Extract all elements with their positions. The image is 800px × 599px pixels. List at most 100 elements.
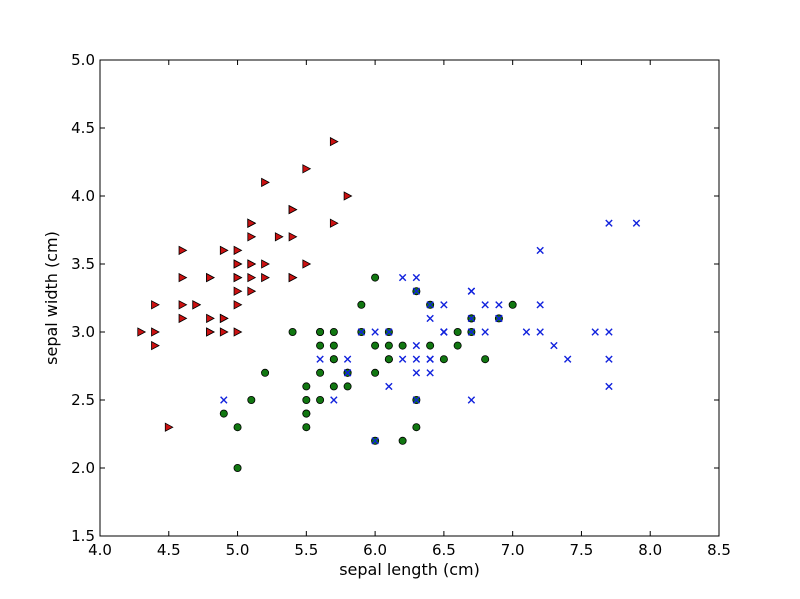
x-tick-label: 7.0 xyxy=(501,541,525,559)
data-point-triangle xyxy=(233,245,243,256)
data-point-triangle xyxy=(343,191,353,201)
data-point-x xyxy=(426,301,434,309)
axis-ticks: 4.0 4.5 5.0 5.5 6.0 6.5 7.0 7.5 8.0 8.5 1.5 2.0 2.5 3… xyxy=(71,51,731,559)
data-point-x xyxy=(467,328,476,336)
data-point-triangle xyxy=(178,300,188,310)
data-point-circle xyxy=(261,368,270,377)
data-point-triangle xyxy=(233,259,243,269)
y-tick-label: 1.5 xyxy=(71,527,95,545)
data-point-x xyxy=(412,273,421,282)
data-point-x xyxy=(426,369,434,377)
data-point-circle xyxy=(329,341,338,350)
data-point-circle xyxy=(384,341,393,350)
data-point-triangle xyxy=(329,218,339,228)
data-point-circle xyxy=(412,423,421,432)
data-point-x xyxy=(426,314,434,323)
y-axis-label: sepal width (cm) xyxy=(42,231,61,365)
data-point-x xyxy=(481,301,489,309)
data-point-triangle xyxy=(247,272,257,283)
data-point-circle xyxy=(302,409,311,418)
data-point-triangle xyxy=(219,245,229,256)
data-point-triangle xyxy=(219,313,229,324)
data-point-x xyxy=(481,328,489,336)
data-point-x xyxy=(440,301,448,309)
data-point-x xyxy=(605,328,613,336)
data-point-triangle xyxy=(274,232,284,242)
data-point-triangle xyxy=(233,272,243,283)
data-point-circle xyxy=(398,341,407,350)
plot-marks xyxy=(137,136,641,472)
data-point-x xyxy=(467,396,476,404)
data-point-circle xyxy=(384,355,393,364)
data-point-circle xyxy=(371,341,380,350)
y-tick-label: 4.5 xyxy=(71,119,95,137)
data-point-x xyxy=(316,355,324,363)
data-point-x xyxy=(605,355,613,363)
data-point-triangle xyxy=(206,327,215,337)
data-point-triangle xyxy=(178,245,188,256)
data-point-x xyxy=(467,314,476,323)
data-point-triangle xyxy=(288,272,298,283)
x-tick-label: 5.5 xyxy=(294,541,318,559)
data-point-triangle xyxy=(233,300,243,310)
data-point-circle xyxy=(439,355,448,364)
data-point-triangle xyxy=(261,259,270,269)
data-point-circle xyxy=(453,327,462,336)
data-point-circle xyxy=(453,341,462,350)
x-axis-label: sepal length (cm) xyxy=(339,560,480,579)
data-point-x xyxy=(330,396,338,404)
data-point-x xyxy=(412,396,421,404)
data-point-x xyxy=(343,355,352,363)
data-point-triangle xyxy=(288,204,298,215)
data-point-x xyxy=(371,328,379,336)
data-point-triangle xyxy=(247,218,257,228)
data-point-circle xyxy=(288,327,297,336)
data-point-x xyxy=(605,382,613,391)
data-point-circle xyxy=(302,423,311,432)
data-point-triangle xyxy=(137,327,147,337)
data-point-triangle xyxy=(261,177,270,188)
data-point-circle xyxy=(247,395,256,404)
data-point-circle xyxy=(329,355,338,364)
data-point-x xyxy=(385,328,393,336)
x-tick-label: 8.5 xyxy=(707,541,731,559)
data-point-triangle xyxy=(219,327,229,337)
data-point-triangle xyxy=(261,272,270,283)
data-point-triangle xyxy=(206,272,215,283)
y-tick-label: 5.0 xyxy=(71,51,95,69)
y-tick-label: 2.5 xyxy=(71,391,95,409)
data-point-triangle xyxy=(329,136,339,147)
data-point-triangle xyxy=(233,327,243,337)
x-tick-label: 6.0 xyxy=(363,541,387,559)
data-point-x xyxy=(536,328,544,336)
data-point-x xyxy=(398,355,407,363)
data-point-x xyxy=(357,328,366,336)
data-point-circle xyxy=(302,382,311,391)
data-point-circle xyxy=(233,423,242,432)
x-tick-label: 4.5 xyxy=(157,541,181,559)
data-point-triangle xyxy=(151,300,160,310)
data-point-triangle xyxy=(247,232,257,242)
data-point-x xyxy=(550,341,558,350)
data-point-x xyxy=(426,355,434,363)
data-point-x xyxy=(412,287,421,295)
data-point-triangle xyxy=(151,340,160,351)
data-point-x xyxy=(398,273,407,282)
data-point-triangle xyxy=(247,286,257,296)
data-point-circle xyxy=(343,382,352,391)
data-point-x xyxy=(632,219,641,227)
data-point-x xyxy=(440,328,448,336)
data-point-triangle xyxy=(206,313,215,324)
data-point-circle xyxy=(481,355,490,364)
data-point-x xyxy=(536,246,544,255)
data-point-triangle xyxy=(192,300,202,310)
x-tick-label: 6.5 xyxy=(432,541,456,559)
data-point-triangle xyxy=(288,232,298,242)
data-point-circle xyxy=(316,341,325,350)
x-tick-label: 4.0 xyxy=(88,541,112,559)
data-point-x xyxy=(385,382,393,391)
data-point-circle xyxy=(329,382,338,391)
data-point-triangle xyxy=(164,422,174,432)
